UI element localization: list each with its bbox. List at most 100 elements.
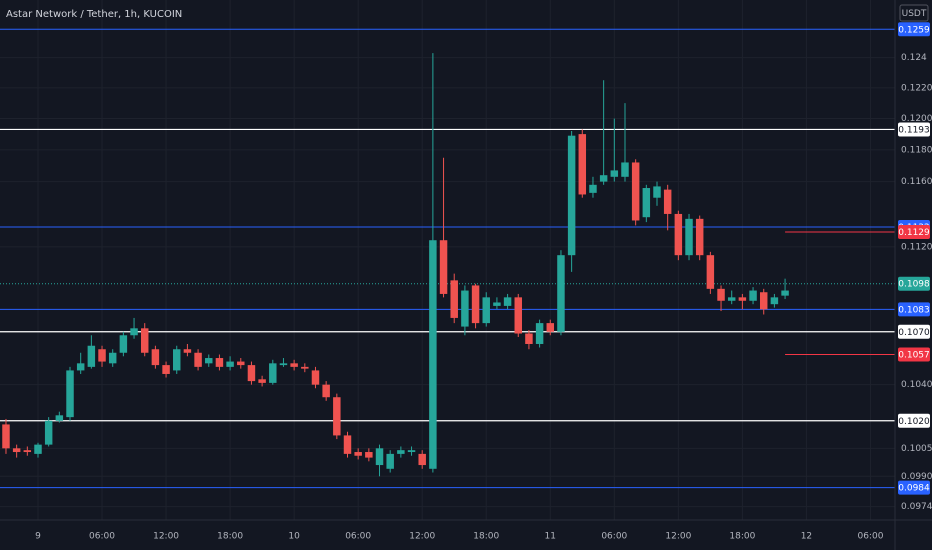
candle-body [493, 302, 501, 306]
candle-body [173, 349, 181, 371]
x-tick-label: 18:00 [217, 532, 243, 542]
candle-body [311, 370, 320, 385]
x-tick-label: 06:00 [89, 532, 115, 542]
price-label-box [898, 324, 930, 339]
candle-body [279, 363, 288, 366]
candle-body [418, 453, 426, 466]
y-tick-label: 0.1200 [901, 114, 932, 124]
x-tick-label: 18:00 [729, 532, 755, 542]
price-label-box [898, 302, 930, 317]
candle-body [461, 290, 469, 327]
price-label-box [898, 413, 930, 428]
candle-body [610, 170, 619, 177]
candle-body [706, 255, 715, 289]
x-tick-label: 06:00 [345, 532, 371, 542]
candle-body [12, 448, 21, 453]
candle-body [738, 297, 747, 301]
candle-body [354, 452, 362, 456]
candle-body [98, 349, 106, 362]
candle-body [269, 363, 277, 383]
price-label: 0.1129 [898, 228, 930, 238]
candle-body [119, 335, 128, 353]
price-label: 0.1057 [898, 351, 930, 361]
price-axis [895, 0, 932, 520]
candle-body [375, 448, 384, 466]
candle-body [34, 444, 42, 454]
candle-body [140, 328, 149, 353]
candle-body [599, 175, 608, 182]
price-label-box [898, 224, 930, 239]
candle-body [247, 365, 256, 382]
y-tick-label: 0.1005 [901, 444, 932, 454]
plot [0, 28, 895, 489]
chart-title: Astar Network / Tether, 1h, KUCOIN [6, 9, 182, 20]
y-tick-label: 0.1220 [901, 83, 932, 93]
y-tick-label: 0.0974 [901, 502, 932, 512]
candle-body [546, 323, 555, 332]
price-label: 0.1070 [898, 328, 930, 338]
x-tick-label: 06:00 [857, 532, 883, 542]
candle-body [429, 240, 437, 469]
price-label: 0.1083 [898, 305, 930, 315]
candle-body [343, 435, 352, 454]
currency: USDT [902, 9, 927, 19]
price-label: 0.1098 [898, 280, 930, 290]
x-tick-label: 18:00 [473, 532, 499, 542]
candle-body [162, 365, 170, 374]
price-label-box [898, 22, 930, 37]
candle-body [226, 361, 234, 367]
price-label: 0.0984 [898, 484, 930, 494]
candle-body [87, 345, 96, 367]
candle-body [770, 297, 779, 305]
axis-labels: 9 06:00 12:00 18:00 10 06:00 12:00 18:00 11 06:00… [35, 22, 932, 542]
candle-body [653, 186, 661, 198]
candle-body [386, 453, 394, 469]
price-label-box [898, 276, 930, 291]
candle-body [525, 333, 533, 344]
candle-body [215, 358, 224, 367]
candle-body [674, 213, 683, 256]
candle-body [76, 363, 85, 371]
candle-body [695, 218, 704, 256]
x-tick-label: 10 [288, 532, 300, 542]
candle-body [258, 379, 266, 383]
candle-body [66, 370, 74, 418]
candle-body [407, 450, 416, 453]
price-label-box [898, 122, 930, 137]
x-tick-label: 12 [801, 532, 812, 542]
candle-body [365, 452, 373, 458]
candle-body [631, 162, 640, 221]
candle-body [514, 297, 522, 334]
candle-body [685, 218, 693, 256]
candle-body [557, 255, 565, 332]
candle-body [663, 189, 672, 214]
y-tick-label: 0.1180 [901, 145, 932, 155]
candle-body [130, 328, 138, 336]
candle-body [205, 358, 213, 364]
candle-body [727, 297, 736, 301]
candle-body [151, 349, 160, 366]
candle-body [717, 288, 725, 301]
candle-body [450, 280, 458, 318]
candle-body [23, 450, 32, 453]
grid [0, 0, 895, 520]
y-tick-label: 0.1040 [901, 380, 932, 390]
candle-body [578, 134, 587, 195]
x-tick-label: 11 [545, 532, 556, 542]
candle-body [621, 162, 629, 177]
candle-body [589, 184, 597, 193]
y-tick-label: 0.1160 [901, 177, 932, 187]
price-label: 0.1259 [898, 25, 930, 35]
candle-body [642, 188, 651, 218]
price-label: 0.1193 [898, 125, 930, 135]
currency-box[interactable] [899, 4, 929, 22]
candle-body [301, 366, 309, 369]
y-tick-label: 0.0990 [901, 472, 932, 482]
candle-body [759, 292, 768, 310]
candle-body [482, 297, 490, 324]
candle-body [781, 290, 789, 296]
x-tick-label: 12:00 [409, 532, 435, 542]
price-label-box [898, 347, 930, 362]
y-tick-label: 0.124 [901, 53, 927, 63]
